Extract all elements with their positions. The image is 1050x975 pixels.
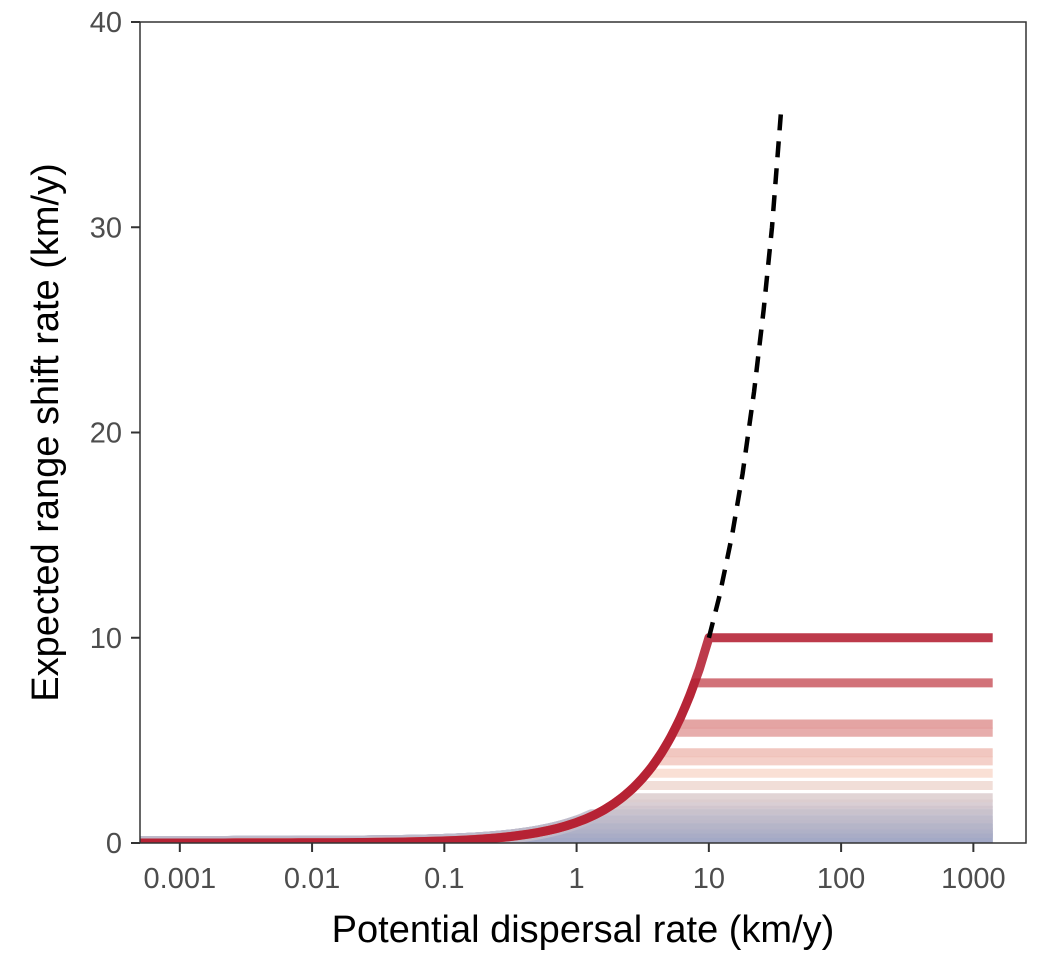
reference-layer [706,114,784,639]
y-tick-label: 10 [90,623,122,655]
y-axis-title: Expected range shift rate (km/y) [25,163,67,702]
x-tick-label: 0.01 [284,863,340,895]
data-layer [140,633,993,843]
x-tick-label: 0.1 [424,863,464,895]
x-axis: 0.001 0.01 0.1 1 10 100 1000 [144,843,1006,895]
y-axis: 0 10 20 30 40 [90,7,140,860]
reference-curve-line [706,114,784,639]
y-tick-label: 0 [106,828,122,860]
y-tick-label: 30 [90,212,122,244]
x-tick-label: 1 [569,863,585,895]
y-tick-label: 40 [90,7,122,39]
x-axis-title: Potential dispersal rate (km/y) [332,909,835,951]
x-tick-label: 1000 [941,863,1006,895]
x-tick-label: 0.001 [144,863,217,895]
x-tick-label: 100 [817,863,865,895]
y-tick-label: 20 [90,418,122,450]
x-tick-label: 10 [693,863,725,895]
